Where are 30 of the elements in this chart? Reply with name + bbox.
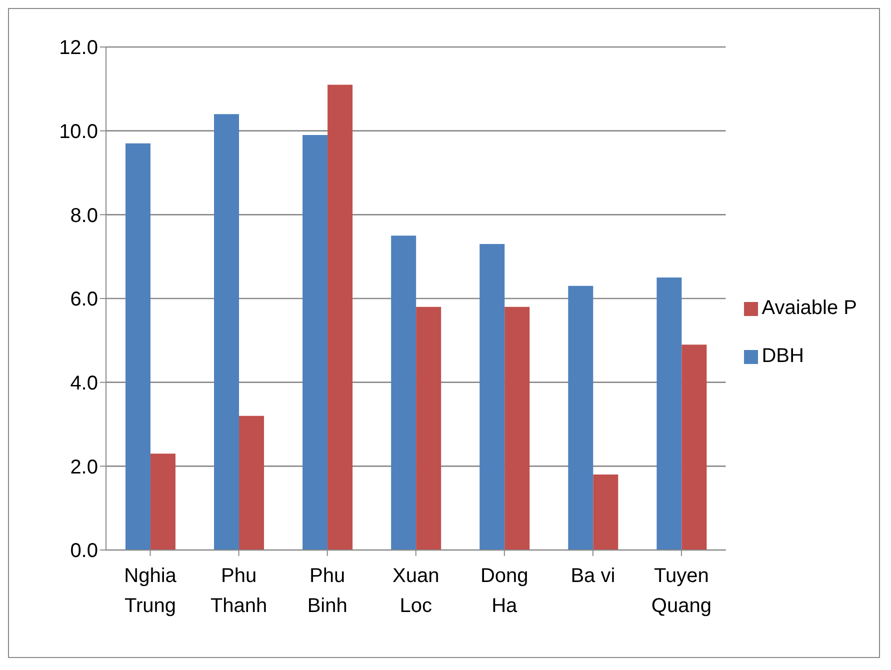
x-tick-label: Nghia Trung xyxy=(124,565,178,617)
bar xyxy=(328,84,353,550)
bar xyxy=(656,278,682,550)
legend-label: Avaiable P xyxy=(762,297,857,319)
legend-label: DBH xyxy=(762,345,804,367)
bar xyxy=(239,416,264,550)
bar xyxy=(480,244,505,550)
bar xyxy=(302,135,328,550)
x-tick-label: Phu Binh xyxy=(307,565,348,617)
y-tick-label: 2.0 xyxy=(70,456,98,478)
y-tick-label: 0.0 xyxy=(70,540,98,562)
y-tick-label: 8.0 xyxy=(70,204,98,227)
x-tick-label: Phu Thanh xyxy=(210,565,268,617)
bar xyxy=(504,306,530,550)
y-tick-label: 10.0 xyxy=(59,120,98,143)
bar xyxy=(391,236,416,550)
bar xyxy=(593,474,618,550)
x-tick-label: Dong Ha xyxy=(480,565,528,617)
x-tick-label: Ba vi xyxy=(570,565,616,587)
y-tick-label: 6.0 xyxy=(70,288,98,311)
bar xyxy=(416,306,442,550)
y-tick-label: 12.0 xyxy=(59,37,98,60)
bar xyxy=(214,114,240,550)
x-tick-label: Xuan Loc xyxy=(392,565,440,617)
bar xyxy=(150,454,176,550)
y-tick-label: 4.0 xyxy=(70,372,98,394)
x-tick-label: Tuyen Quang xyxy=(651,565,712,617)
bar xyxy=(125,143,150,550)
bar xyxy=(568,286,594,550)
bar xyxy=(682,344,707,550)
